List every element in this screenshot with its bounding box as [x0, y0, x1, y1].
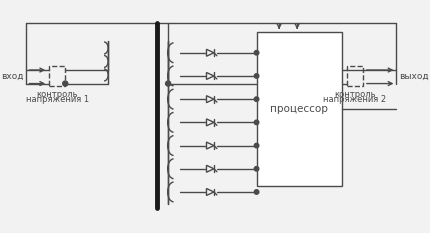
Text: контроль: контроль [334, 90, 376, 99]
Circle shape [63, 81, 68, 86]
Bar [257, 32, 342, 185]
Text: процессор: процессор [270, 104, 329, 114]
Text: напряжения 1: напряжения 1 [25, 95, 89, 104]
Circle shape [254, 167, 259, 171]
Text: выход: выход [399, 72, 429, 81]
Bar [347, 66, 363, 86]
Text: контроль: контроль [37, 90, 78, 99]
Text: вход: вход [1, 72, 24, 81]
Circle shape [254, 120, 259, 125]
Circle shape [254, 143, 259, 148]
Bar [49, 66, 65, 86]
Circle shape [254, 74, 259, 78]
Circle shape [166, 81, 171, 86]
Text: напряжения 2: напряжения 2 [323, 95, 387, 104]
Circle shape [254, 190, 259, 194]
Circle shape [254, 97, 259, 101]
Circle shape [254, 51, 259, 55]
